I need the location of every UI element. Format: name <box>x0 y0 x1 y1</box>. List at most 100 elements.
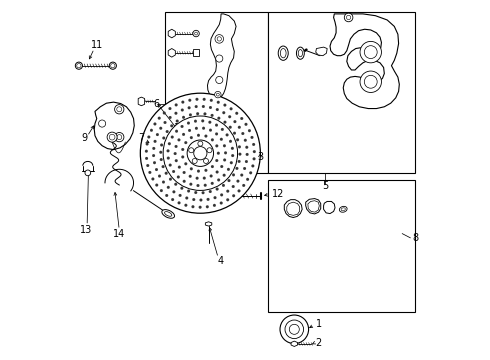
Circle shape <box>218 117 220 120</box>
Circle shape <box>220 193 223 196</box>
Circle shape <box>163 112 166 114</box>
Circle shape <box>159 151 162 154</box>
Circle shape <box>169 178 172 181</box>
Circle shape <box>196 184 199 187</box>
Circle shape <box>152 154 155 157</box>
Circle shape <box>220 202 222 204</box>
Circle shape <box>177 139 180 141</box>
Ellipse shape <box>296 47 304 59</box>
Circle shape <box>174 183 177 186</box>
Circle shape <box>249 171 252 174</box>
Circle shape <box>217 101 220 104</box>
Circle shape <box>216 55 223 62</box>
Circle shape <box>203 98 206 101</box>
Circle shape <box>158 117 161 120</box>
Circle shape <box>187 122 190 125</box>
Circle shape <box>166 130 169 133</box>
Polygon shape <box>94 102 134 150</box>
Circle shape <box>233 132 236 135</box>
Circle shape <box>364 75 377 88</box>
Circle shape <box>216 144 218 147</box>
Circle shape <box>204 184 207 187</box>
Circle shape <box>196 177 198 180</box>
Circle shape <box>202 127 205 130</box>
Circle shape <box>214 196 217 199</box>
Circle shape <box>188 99 191 102</box>
Circle shape <box>198 141 203 146</box>
Circle shape <box>232 174 235 176</box>
Circle shape <box>199 199 202 202</box>
Circle shape <box>174 112 177 115</box>
Circle shape <box>160 189 163 192</box>
Circle shape <box>243 167 246 170</box>
Circle shape <box>176 120 179 122</box>
Circle shape <box>190 183 192 186</box>
Circle shape <box>168 142 171 145</box>
Circle shape <box>253 157 255 160</box>
Circle shape <box>193 30 199 37</box>
Circle shape <box>115 105 124 114</box>
Circle shape <box>211 182 214 185</box>
Circle shape <box>237 180 239 183</box>
Circle shape <box>232 194 235 197</box>
Circle shape <box>171 136 173 139</box>
Ellipse shape <box>278 46 288 60</box>
Circle shape <box>252 143 255 146</box>
Polygon shape <box>149 142 158 147</box>
Circle shape <box>239 153 242 156</box>
Circle shape <box>216 108 219 111</box>
Circle shape <box>223 144 226 147</box>
Circle shape <box>184 162 187 165</box>
Circle shape <box>152 147 155 150</box>
Circle shape <box>203 158 208 163</box>
Circle shape <box>238 145 241 148</box>
Circle shape <box>171 125 173 127</box>
Polygon shape <box>168 29 175 38</box>
Polygon shape <box>207 14 236 99</box>
Circle shape <box>189 175 192 178</box>
Circle shape <box>169 107 171 110</box>
Circle shape <box>238 126 241 129</box>
Circle shape <box>236 138 239 141</box>
Circle shape <box>195 105 197 108</box>
Circle shape <box>223 121 226 123</box>
Bar <box>268 180 415 312</box>
Circle shape <box>148 171 151 174</box>
Circle shape <box>192 205 195 208</box>
Circle shape <box>230 107 233 110</box>
Circle shape <box>221 128 224 131</box>
Circle shape <box>344 13 353 22</box>
Circle shape <box>188 129 191 132</box>
Circle shape <box>223 174 225 177</box>
Circle shape <box>204 169 207 172</box>
Circle shape <box>216 188 219 190</box>
Circle shape <box>185 197 188 199</box>
Circle shape <box>167 149 170 152</box>
Circle shape <box>174 152 176 155</box>
Circle shape <box>248 129 251 132</box>
Circle shape <box>167 157 170 159</box>
Circle shape <box>140 93 260 213</box>
Circle shape <box>162 136 165 139</box>
Polygon shape <box>287 202 300 215</box>
Circle shape <box>177 176 180 179</box>
Circle shape <box>202 193 209 200</box>
Circle shape <box>169 164 171 167</box>
Circle shape <box>160 158 163 161</box>
Polygon shape <box>306 199 321 214</box>
Circle shape <box>346 15 351 19</box>
Text: 9: 9 <box>81 133 87 143</box>
Circle shape <box>220 138 223 141</box>
Circle shape <box>201 191 204 194</box>
Ellipse shape <box>341 208 345 211</box>
Circle shape <box>183 180 186 183</box>
Circle shape <box>174 145 177 148</box>
Circle shape <box>109 62 117 69</box>
Circle shape <box>162 181 165 184</box>
Circle shape <box>289 324 299 334</box>
Circle shape <box>236 167 238 170</box>
Circle shape <box>194 120 197 123</box>
Text: 2: 2 <box>316 338 322 348</box>
Bar <box>165 12 268 173</box>
Circle shape <box>164 121 167 124</box>
